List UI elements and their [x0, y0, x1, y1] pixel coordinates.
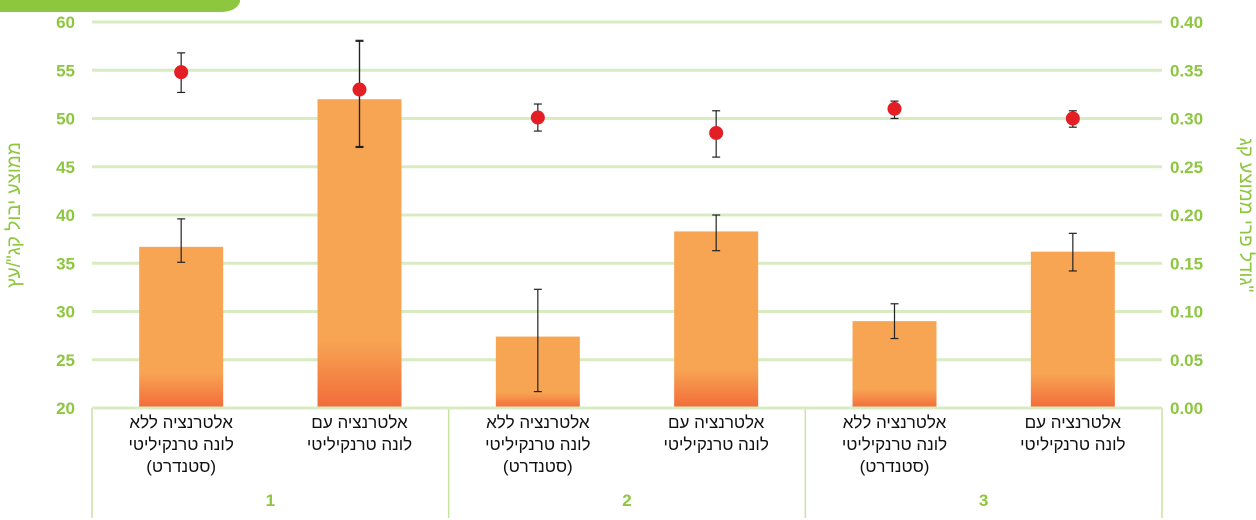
- bar: [317, 99, 402, 408]
- y2-tick-label: 0.35: [1170, 61, 1203, 80]
- category-label-line: (סטנדרט): [146, 457, 216, 476]
- category-label-line: אלטרנציה עם: [668, 413, 765, 432]
- y-tick-label: 60: [56, 13, 75, 32]
- category-label-line: אלטרנציה ללא: [129, 413, 233, 432]
- category-label-line: לונה טרנקיליטי: [1020, 435, 1125, 454]
- y-tick-label: 45: [56, 158, 75, 177]
- y-tick-label: 35: [56, 254, 75, 273]
- group-label: 1: [266, 491, 275, 510]
- y2-tick-label: 0.05: [1170, 351, 1203, 370]
- category-label: אלטרנציה ללא לונה טרנקיליטי (סטנדרט): [128, 413, 233, 476]
- y-tick-label: 20: [56, 399, 75, 418]
- y2-tick-label: 0.10: [1170, 303, 1203, 322]
- bar: [674, 231, 759, 408]
- category-label-line: אלטרנציה עם: [1025, 413, 1122, 432]
- y2-tick-label: 0.30: [1170, 110, 1203, 129]
- data-point: [709, 125, 724, 140]
- label-layer: אלטרנציה ללא לונה טרנקיליטי (סטנדרט)אלטרנצ…: [128, 413, 1125, 510]
- data-point: [352, 82, 367, 97]
- category-label-line: לונה טרנקיליטי: [842, 435, 947, 454]
- data-point: [887, 101, 902, 116]
- bar: [139, 246, 224, 408]
- category-label-line: לונה טרנקיליטי: [128, 435, 233, 454]
- data-point: [174, 65, 189, 80]
- data-point: [1065, 111, 1080, 126]
- axis-layer: 20 25 30 35 40 45 50 55 60 0.00 0.05 0.10 0.15 0.20 0.…: [4, 13, 1256, 518]
- corner-tab: [0, 0, 240, 12]
- category-label: אלטרנציה עם לונה טרנקיליטי: [1020, 413, 1125, 454]
- category-label: אלטרנציה ללא לונה טרנקיליטי (סטנדרט): [842, 413, 947, 476]
- category-label-line: (סטנדרט): [860, 457, 930, 476]
- y-tick-label: 50: [56, 110, 75, 129]
- y2-tick-label: 0.15: [1170, 254, 1203, 273]
- category-label-line: אלטרנציה עם: [311, 413, 408, 432]
- y2-tick-label: 0.00: [1170, 399, 1203, 418]
- y2-tick-label: 0.40: [1170, 13, 1203, 32]
- category-label-line: לונה טרנקיליטי: [485, 435, 590, 454]
- y2-tick-label: 0.25: [1170, 158, 1203, 177]
- y-tick-label: 40: [56, 206, 75, 225]
- data-point: [530, 110, 545, 125]
- category-label-line: לונה טרנקיליטי: [307, 435, 412, 454]
- group-label: 2: [622, 491, 631, 510]
- category-label: אלטרנציה ללא לונה טרנקיליטי (סטנדרט): [485, 413, 590, 476]
- bar-layer: [139, 39, 1115, 408]
- category-label-line: (סטנדרט): [503, 457, 573, 476]
- y-tick-label: 55: [56, 61, 75, 80]
- y2-tick-label: 0.20: [1170, 206, 1203, 225]
- category-label: אלטרנציה עם לונה טרנקיליטי: [307, 413, 412, 454]
- category-label-line: אלטרנציה ללא: [843, 413, 947, 432]
- y-tick-label: 25: [56, 351, 75, 370]
- category-label-line: אלטרנציה ללא: [486, 413, 590, 432]
- point-layer: [174, 40, 1080, 158]
- y-axis-label: ממוצע יבול קג"/עץ: [4, 142, 25, 288]
- category-label: אלטרנציה עם לונה טרנקיליטי: [663, 413, 768, 454]
- y2-axis-label: גודל פרי ממוצע קג": [1235, 138, 1256, 293]
- bar: [1030, 251, 1115, 408]
- category-label-line: לונה טרנקיליטי: [663, 435, 768, 454]
- group-label: 3: [979, 491, 988, 510]
- grid-layer: [92, 20, 1162, 410]
- y-tick-label: 30: [56, 303, 75, 322]
